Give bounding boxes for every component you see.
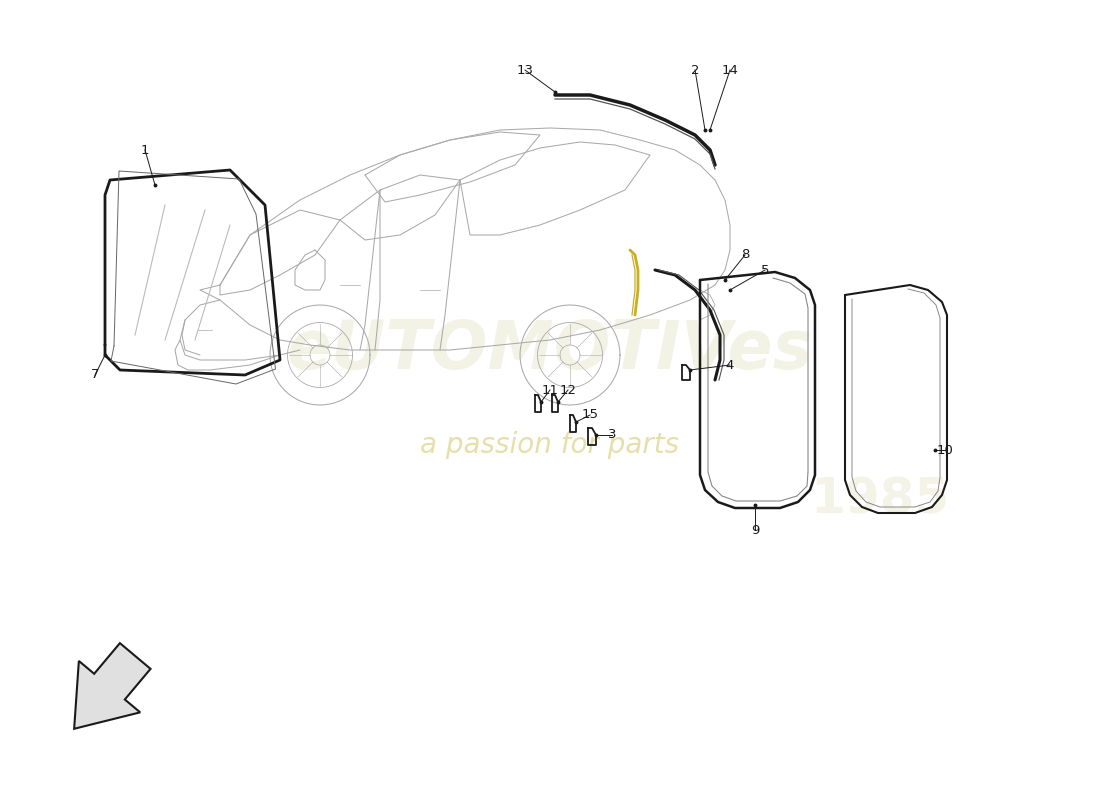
Text: eUTOMOTIVes: eUTOMOTIVes — [287, 317, 813, 383]
Text: 1985: 1985 — [811, 476, 949, 524]
Text: 10: 10 — [936, 443, 954, 457]
Text: 13: 13 — [517, 63, 534, 77]
Text: 1: 1 — [141, 143, 150, 157]
Text: 3: 3 — [607, 429, 616, 442]
Text: 12: 12 — [560, 383, 576, 397]
Text: 5: 5 — [761, 263, 769, 277]
Polygon shape — [74, 643, 151, 729]
Text: 4: 4 — [726, 358, 734, 371]
Text: a passion for parts: a passion for parts — [420, 431, 680, 459]
Text: 11: 11 — [541, 383, 559, 397]
Text: 15: 15 — [582, 409, 598, 422]
Text: 9: 9 — [751, 523, 759, 537]
Text: 2: 2 — [691, 63, 700, 77]
Text: 14: 14 — [722, 63, 738, 77]
Text: 8: 8 — [740, 249, 749, 262]
Text: 7: 7 — [90, 369, 99, 382]
